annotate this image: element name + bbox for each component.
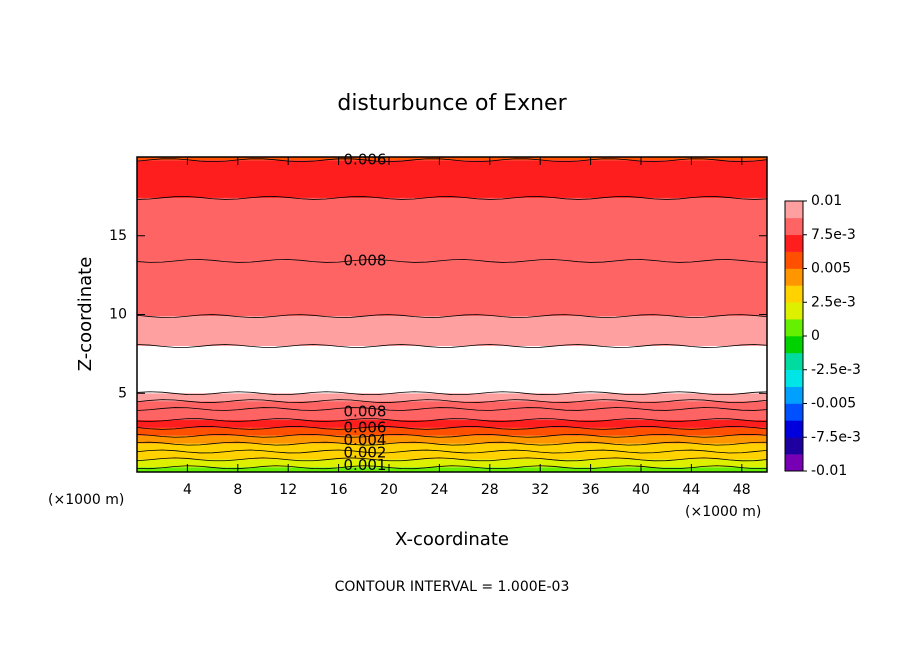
y-tick-label: 15 (109, 228, 127, 244)
contour-label: 0.004 (344, 431, 387, 449)
x-tick-label: 32 (531, 482, 549, 498)
contour-line (136, 433, 768, 438)
x-tick-label: 8 (233, 482, 242, 498)
chart-title: disturbunce of Exner (337, 91, 567, 116)
contour-line (136, 314, 768, 318)
contour-band (137, 316, 767, 346)
colorbar-swatch (785, 234, 803, 252)
contour-label: 0.006 (344, 151, 387, 169)
colorbar-swatch (785, 386, 803, 404)
contour-line (136, 418, 768, 422)
x-tick-label: 16 (330, 482, 348, 498)
contour-label: 0.008 (344, 251, 387, 269)
colorbar-swatch (785, 420, 803, 438)
contour-label: 0.001 (344, 456, 387, 474)
x-unit: (×1000 m) (48, 492, 124, 508)
contour-label: 0.008 (344, 403, 387, 421)
x-tick-label: 24 (430, 482, 448, 498)
colorbar-swatch (785, 437, 803, 455)
colorbar-label: 7.5e-3 (811, 227, 856, 243)
x-axis-label: X-coordinate (395, 529, 509, 550)
contour-line (136, 259, 768, 263)
colorbar-swatch (785, 201, 803, 219)
contour-band (137, 346, 767, 394)
contour-line (136, 449, 768, 454)
contour-line (136, 407, 768, 411)
contour-band (137, 260, 767, 317)
x-tick-label: 20 (380, 482, 398, 498)
colorbar-swatch (785, 251, 803, 269)
contour-band (137, 427, 767, 436)
colorbar-label: -0.01 (811, 463, 847, 479)
footer: CONTOUR INTERVAL = 1.000E-03 (335, 579, 570, 595)
contour-line (136, 158, 768, 163)
colorbar-label: -7.5e-3 (811, 429, 861, 445)
contour-line (136, 457, 768, 462)
contour-line (136, 426, 768, 430)
contour-line (136, 391, 768, 396)
colorbar-swatch (785, 336, 803, 354)
colorbar-label: -2.5e-3 (811, 362, 861, 378)
colorbar-swatch (785, 285, 803, 303)
x-unit: (×1000 m) (685, 504, 761, 520)
contour-band (137, 409, 767, 421)
x-tick-label: 44 (682, 482, 700, 498)
contour-band (137, 160, 767, 198)
colorbar-swatch (785, 454, 803, 472)
colorbar-swatch (785, 352, 803, 371)
contour-band (137, 401, 767, 409)
colorbar-label: 0.005 (811, 261, 851, 277)
x-tick-label: 48 (733, 482, 751, 498)
contour-band (137, 443, 767, 452)
x-tick-label: 12 (279, 482, 297, 498)
y-tick-label: 5 (118, 385, 127, 401)
colorbar-swatch (785, 268, 803, 286)
contour-label: 0.006 (344, 418, 387, 436)
contour-band (137, 451, 767, 460)
colorbar-label: 0 (811, 328, 820, 344)
colorbar-swatch (785, 319, 803, 337)
contour-line (136, 344, 768, 348)
colorbar-swatch (785, 302, 803, 320)
y-tick-label: 10 (109, 307, 127, 323)
colorbar-label: 2.5e-3 (811, 294, 856, 310)
contour-band (137, 420, 767, 428)
contour-band (137, 435, 767, 444)
colorbar-label: -0.005 (811, 396, 856, 412)
contour-line (136, 441, 768, 446)
y-axis-label: Z-coordinate (75, 257, 96, 372)
contour-band (137, 459, 767, 468)
x-tick-label: 28 (481, 482, 499, 498)
colorbar-swatch (785, 403, 803, 421)
contour-line (136, 465, 768, 470)
contour-band (137, 197, 767, 261)
contour-band (137, 157, 767, 161)
x-tick-label: 40 (632, 482, 650, 498)
colorbar-swatch (785, 369, 803, 387)
colorbar-swatch (785, 217, 803, 236)
contour-line (136, 399, 768, 403)
colorbar-label: 0.01 (811, 193, 842, 209)
contour-band (137, 467, 767, 472)
contour-line (136, 196, 768, 200)
x-tick-label: 36 (582, 482, 600, 498)
contour-label: 0.002 (344, 444, 387, 462)
contour-band (137, 393, 767, 402)
x-tick-label: 4 (183, 482, 192, 498)
